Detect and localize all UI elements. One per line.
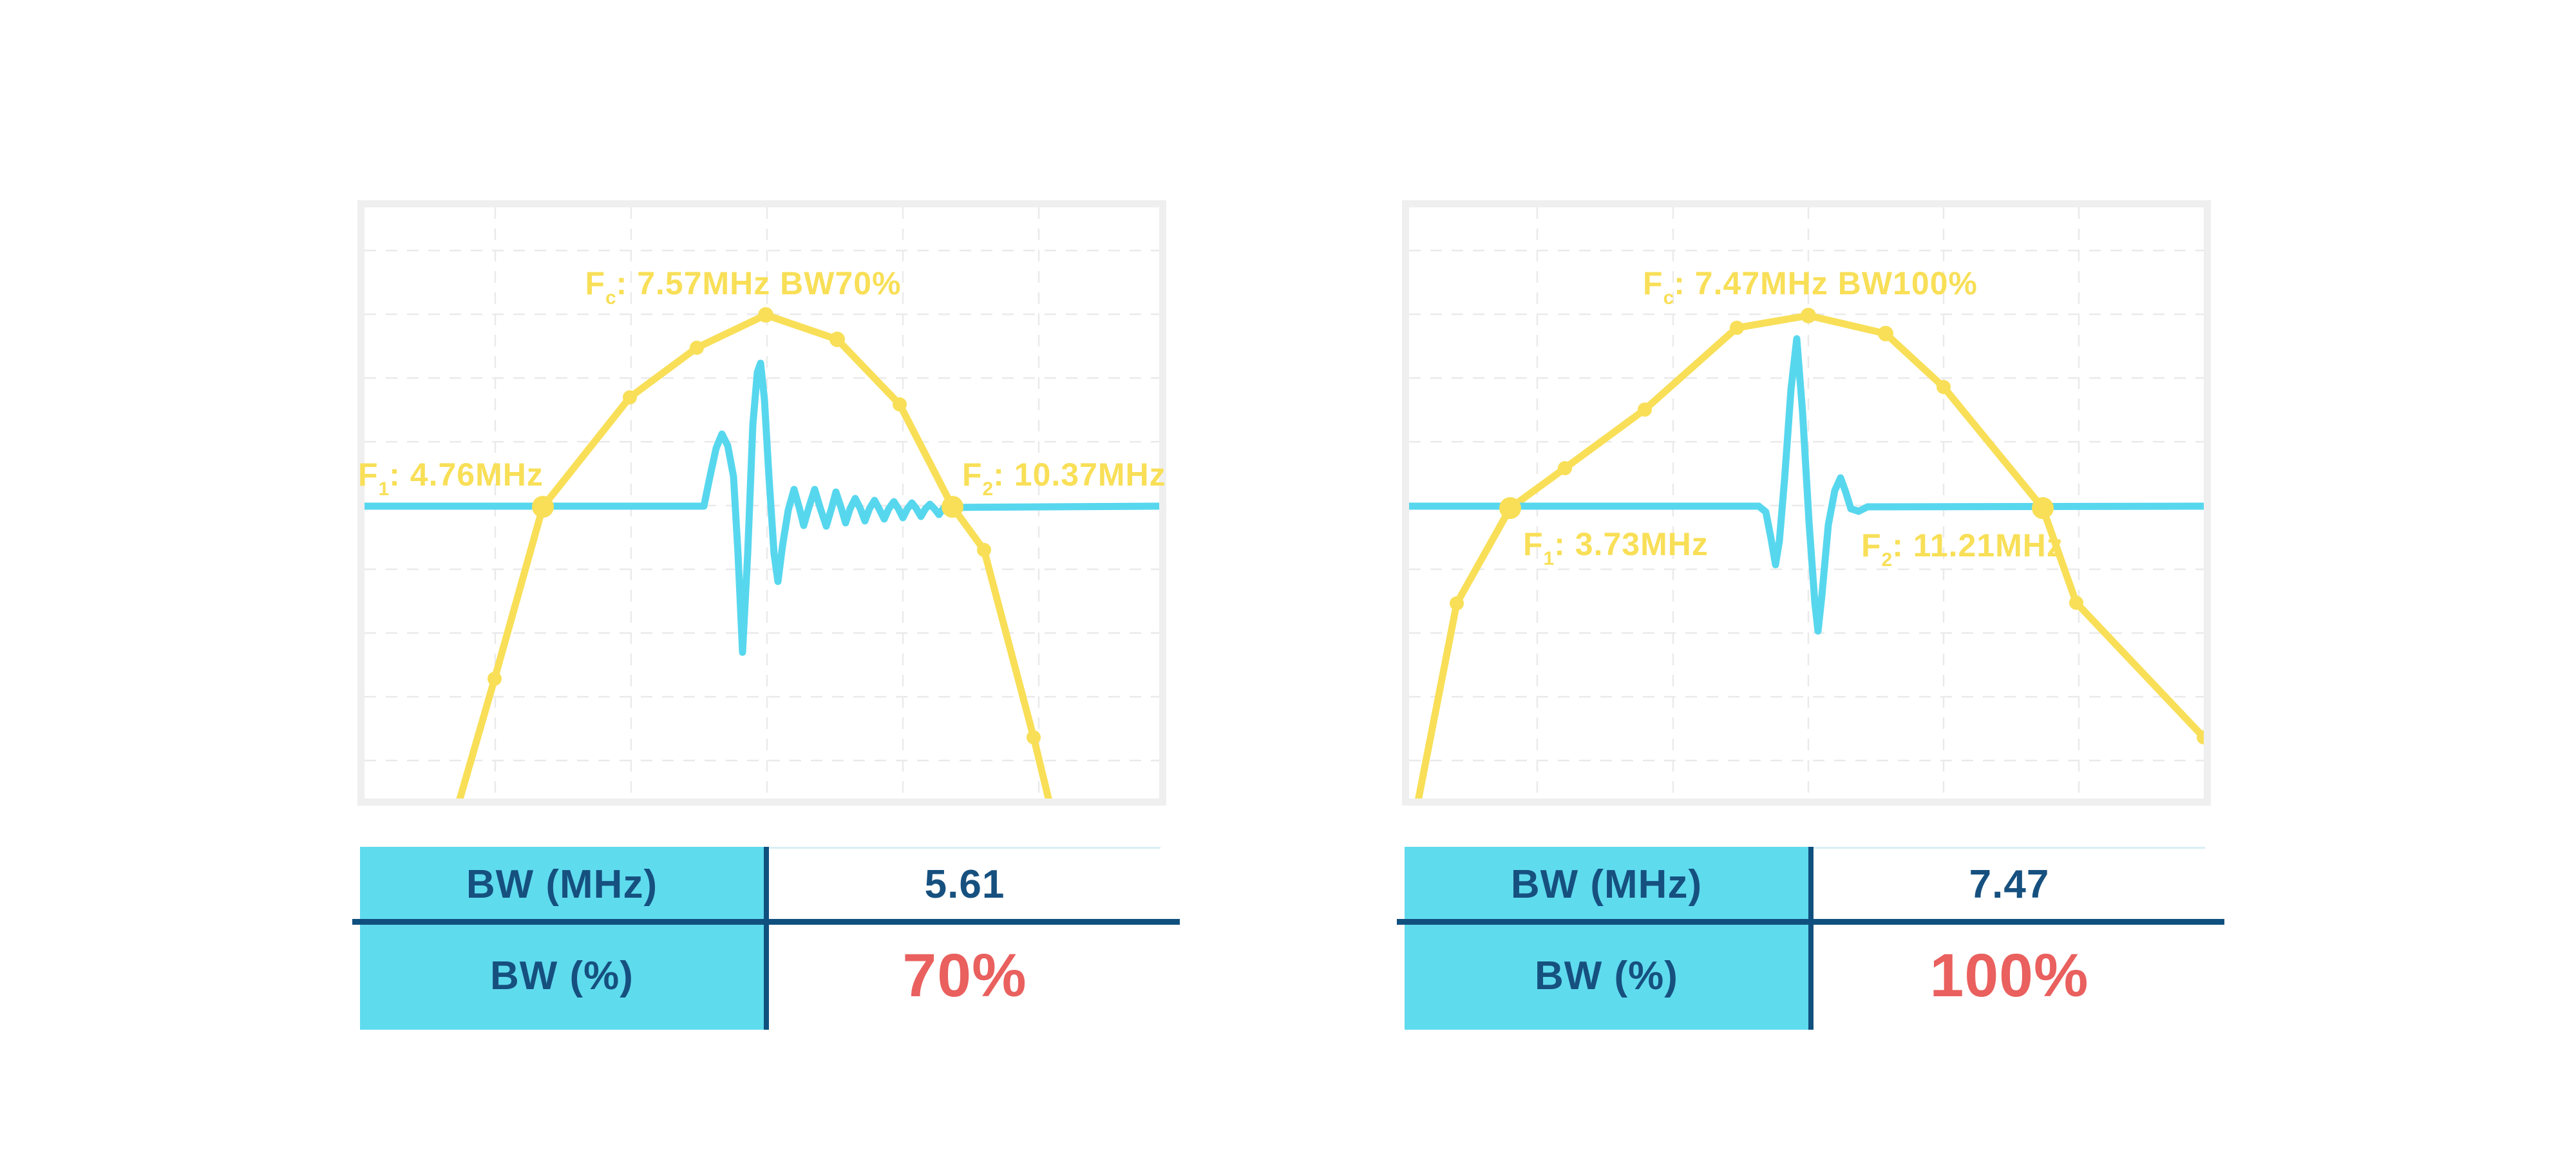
spectrum-point-marker <box>829 332 845 347</box>
left-f2-label: F2: 10.37MHz <box>962 457 1166 500</box>
spectrum-point-marker <box>1499 497 1521 519</box>
f-subscript: c <box>605 287 616 308</box>
spectrum-point-marker <box>2032 497 2054 519</box>
right-table-column-divider <box>1808 847 1814 1030</box>
spectrum-point-marker <box>942 496 963 518</box>
left-table-column-divider <box>764 847 769 1030</box>
spectrum-point-marker <box>1558 461 1572 475</box>
spectrum-point-marker <box>1937 380 1951 394</box>
spectrum-point-marker <box>488 672 502 686</box>
spectrum-point-marker <box>1878 326 1893 341</box>
f-prefix: F <box>1523 526 1544 562</box>
spectrum-point-marker <box>1730 321 1744 335</box>
spectrum-point-marker <box>2069 596 2083 610</box>
f-prefix: F <box>358 457 379 493</box>
right-f2-label: F2: 11.21MHz <box>1861 528 2063 571</box>
left-chart-plot <box>365 207 1159 799</box>
right-table-row-label-bw-mhz: BW (MHz) <box>1510 862 1703 907</box>
left-table-value-bw-mhz: 5.61 <box>924 862 1005 907</box>
spectrum-point-marker <box>2197 730 2204 744</box>
right-f1-label: F1: 3.73MHz <box>1523 526 1709 570</box>
right-center-frequency-label: Fc: 7.47MHz BW100% <box>1643 265 1978 309</box>
spectrum-point-marker <box>1027 730 1041 744</box>
f-value: : 7.57MHz BW70% <box>616 265 902 301</box>
left-f1-label: F1: 4.76MHz <box>358 457 544 500</box>
spectrum-point-marker <box>893 397 907 411</box>
left-table-row-label-bw-mhz: BW (MHz) <box>466 862 658 907</box>
left-table-top-border <box>769 847 1160 849</box>
f-value: : 4.76MHz <box>389 457 544 493</box>
f-value: : 11.21MHz <box>1892 527 2063 563</box>
spectrum-point-marker <box>1450 596 1464 610</box>
f-subscript: 1 <box>378 478 390 500</box>
f-prefix: F <box>1643 265 1663 301</box>
right-table-value-bw-percent: 100% <box>1929 941 2089 1010</box>
spectrum-point-marker <box>758 307 773 323</box>
f-subscript: 2 <box>1881 549 1893 571</box>
right-table-row-label-bw-percent: BW (%) <box>1535 953 1678 998</box>
left-center-frequency-label: Fc: 7.57MHz BW70% <box>585 265 902 309</box>
f-prefix: F <box>962 457 983 493</box>
f-prefix: F <box>585 265 605 301</box>
spectrum-point-marker <box>532 496 554 518</box>
spectrum-point-marker <box>1801 308 1816 323</box>
f-value: : 3.73MHz <box>1554 526 1709 562</box>
f-subscript: 1 <box>1543 548 1555 569</box>
left-table-header-column: BW (MHz) BW (%) <box>360 847 764 1030</box>
right-table-header-column: BW (MHz) BW (%) <box>1405 847 1808 1030</box>
right-table-value-bw-mhz: 7.47 <box>1969 862 2050 907</box>
right-chart-plot <box>1409 207 2204 799</box>
left-table-value-bw-percent: 70% <box>902 941 1027 1010</box>
right-chart-frame <box>1402 200 2211 806</box>
f-value: : 10.37MHz <box>993 457 1166 493</box>
f-subscript: 2 <box>982 478 994 500</box>
spectrum-point-marker <box>690 341 704 355</box>
spectrum-point-marker <box>1638 402 1652 417</box>
f-subscript: c <box>1663 287 1674 308</box>
left-chart-frame <box>357 200 1166 806</box>
f-prefix: F <box>1861 527 1882 563</box>
f-value: : 7.47MHz BW100% <box>1674 265 1978 301</box>
spectrum-point-marker <box>623 390 637 404</box>
spectrum-point-marker <box>977 543 991 557</box>
right-table-top-border <box>1814 847 2205 849</box>
left-table-row-label-bw-percent: BW (%) <box>490 953 634 998</box>
